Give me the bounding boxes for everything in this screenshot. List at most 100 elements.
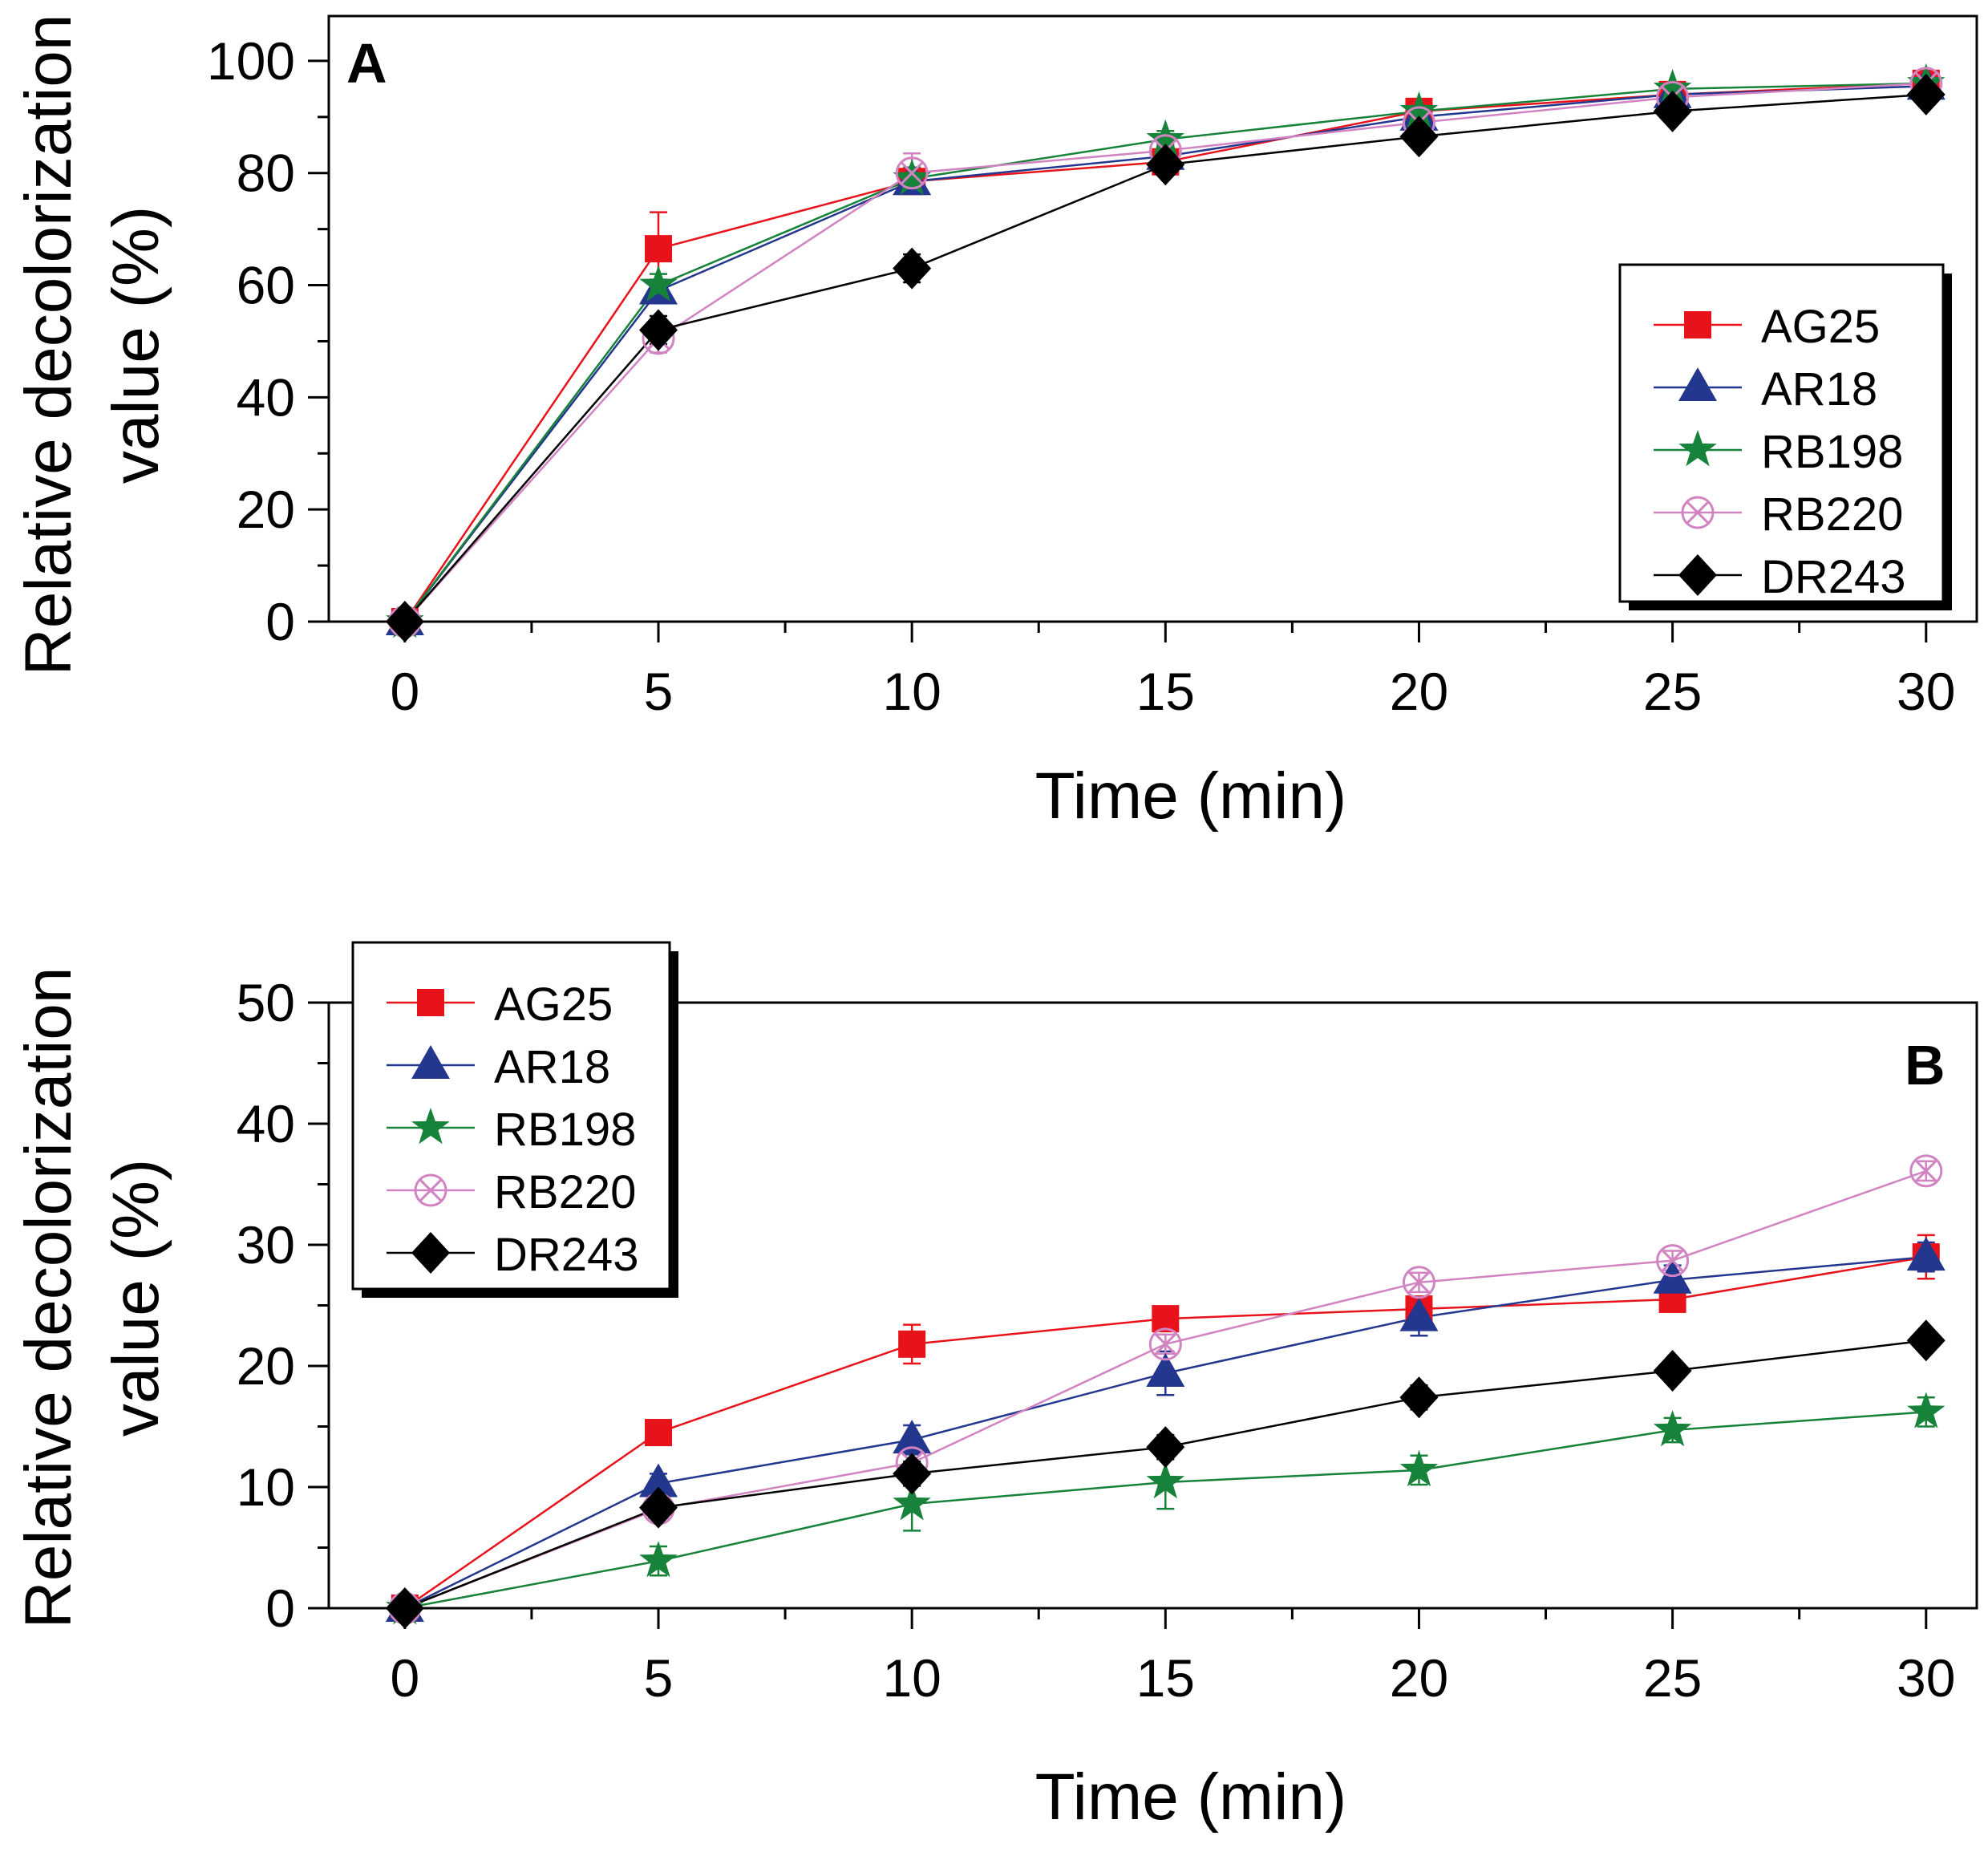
legend-item-ag25: AG25	[1654, 301, 1880, 353]
panel-b-x-tick-label: 30	[1897, 1648, 1955, 1708]
legend-label: RB220	[494, 1166, 636, 1218]
panel-b-y-axis-title-line1: Relative decolorization	[12, 967, 85, 1628]
panel-b-legend: AG25 AR18 RB198 RB220 DR243	[351, 941, 678, 1298]
panel-a-y-tick-label: 60	[237, 256, 295, 315]
panel-b-dr243-point	[893, 1453, 932, 1495]
panel-a-label: A	[346, 32, 387, 95]
panel-b-ar18-point	[639, 1463, 678, 1497]
panel-b-dr243-point	[1653, 1350, 1692, 1392]
legend-marker	[411, 1045, 450, 1079]
panel-a-rb198-point	[1399, 91, 1439, 128]
panel-a-rb198-point	[1146, 119, 1185, 156]
panel-a-x-tick-label: 0	[390, 662, 419, 721]
panel-a-y-tick-label: 20	[237, 480, 295, 539]
panel-a-dr243-point	[1653, 90, 1692, 132]
legend-item-dr243: DR243	[1654, 551, 1906, 603]
panel-b-rb220-point	[1148, 1327, 1182, 1361]
legend-marker	[1678, 367, 1717, 401]
panel-b-rb198-point	[1146, 1462, 1185, 1499]
legend-item-rb220: RB220	[387, 1166, 636, 1218]
panel-b-rb220-point	[1402, 1266, 1435, 1299]
panel-b-ar18-point	[1146, 1353, 1185, 1388]
legend-item-ar18: AR18	[1654, 363, 1877, 415]
panel-a-legend-items: AG25 AR18 RB198 RB220 DR243	[1654, 301, 1906, 603]
panel-b-legend-box	[351, 941, 671, 1291]
legend-marker	[411, 1108, 450, 1145]
panel-b-x-axis: 0 5 10 15 20 25 30	[390, 1608, 1955, 1708]
legend-marker	[1684, 311, 1711, 338]
panel-a-dr243-point	[639, 309, 678, 351]
panel-b-dr243-point	[1399, 1376, 1439, 1419]
panel-b-dr243-point	[1906, 1319, 1945, 1362]
panel-b-y-tick-label: 50	[237, 973, 295, 1032]
panel-b-dr243-point	[639, 1486, 678, 1529]
legend-marker	[414, 1173, 447, 1207]
legend-label: AG25	[1761, 301, 1880, 353]
panel-a: 0 5 10 15 20 25 30 0 20 40 60 80 100 A Time (min) R…	[12, 14, 1978, 833]
panel-b-y-tick-label: 0	[265, 1578, 295, 1638]
panel-b-rb198-point	[639, 1541, 678, 1578]
panel-b-y-tick-label: 30	[237, 1215, 295, 1275]
panel-b-markers	[385, 1154, 1945, 1629]
legend-marker	[417, 989, 444, 1016]
panel-b-rb220-point	[1909, 1154, 1943, 1188]
panel-a-x-tick-label: 25	[1643, 662, 1702, 721]
panel-a-x-tick-label: 5	[644, 662, 674, 721]
panel-a-x-tick-label: 15	[1136, 662, 1195, 721]
panel-b-rb198-point	[893, 1484, 931, 1521]
panel-b-y-tick-label: 10	[237, 1457, 295, 1517]
panel-b-x-tick-label: 25	[1643, 1648, 1702, 1708]
panel-b-rb198-point	[1653, 1410, 1692, 1447]
panel-a-y-tick-label: 0	[265, 592, 295, 651]
panel-a-rb198-point	[1653, 68, 1692, 106]
panel-a-rb198-point	[893, 158, 931, 195]
legend-marker	[1678, 430, 1717, 467]
panel-b-y-axis-title-line2: value (%)	[99, 1159, 172, 1437]
panel-a-y-tick-label: 40	[237, 367, 295, 427]
panel-a-ag25-point	[645, 235, 672, 263]
panel-a-markers	[385, 63, 1945, 642]
panel-a-rb220-point	[895, 156, 929, 190]
legend-label: AR18	[494, 1041, 610, 1093]
legend-label: RB198	[494, 1104, 636, 1156]
panel-a-dr243-point	[1906, 73, 1945, 115]
legend-label: DR243	[494, 1229, 639, 1281]
legend-label: DR243	[1761, 551, 1906, 603]
panel-b-rb220-point	[1656, 1244, 1690, 1278]
panel-b-y-axis: 0 10 20 30 40 50	[237, 973, 329, 1638]
panel-b-x-tick-label: 15	[1136, 1648, 1195, 1708]
panel-a-dr243-point	[1399, 115, 1439, 158]
legend-label: RB198	[1761, 426, 1903, 478]
panel-a-rb198-point	[639, 265, 678, 302]
panel-b-x-tick-label: 0	[390, 1648, 419, 1708]
legend-label: AG25	[494, 979, 613, 1031]
legend-item-ar18: AR18	[387, 1041, 610, 1093]
panel-a-y-axis: 0 20 40 60 80 100	[207, 31, 329, 651]
panel-a-dr243-point	[893, 247, 932, 290]
panel-b-x-tick-label: 5	[644, 1648, 674, 1708]
panel-b-legend-items: AG25 AR18 RB198 RB220 DR243	[387, 979, 639, 1281]
panel-b-x-tick-label: 10	[882, 1648, 941, 1708]
panel-b-label: B	[1905, 1034, 1945, 1096]
panel-a-legend: AG25 AR18 RB198 RB220 DR243	[1618, 263, 1952, 610]
panel-a-y-axis-title-line2: value (%)	[99, 206, 172, 484]
panel-a-plot-frame	[327, 14, 1978, 623]
legend-item-rb220: RB220	[1654, 488, 1903, 541]
panel-b-ag25-point	[898, 1330, 926, 1358]
panel-b-x-axis-title: Time (min)	[1035, 1761, 1347, 1834]
legend-marker	[411, 1232, 450, 1274]
panel-a-x-axis-title: Time (min)	[1035, 760, 1347, 833]
panel-a-y-tick-label: 80	[237, 144, 295, 203]
panel-a-x-tick-label: 20	[1390, 662, 1448, 721]
panel-b-dr243-point	[1146, 1426, 1185, 1469]
panel-b-rb198-point	[1907, 1392, 1945, 1429]
panel-a-dr243-point	[1146, 144, 1185, 186]
legend-marker	[1681, 496, 1715, 529]
panel-a-x-axis: 0 5 10 15 20 25 30	[390, 622, 1955, 721]
panel-a-legend-box	[1618, 263, 1945, 603]
panel-b: 0 5 10 15 20 25 30 0 10 20 30 40 50 B Time (min) Re…	[12, 941, 1978, 1834]
panel-b-ag25-point	[645, 1419, 672, 1447]
legend-item-ag25: AG25	[387, 979, 613, 1031]
panel-b-rb198-point	[1399, 1449, 1439, 1487]
